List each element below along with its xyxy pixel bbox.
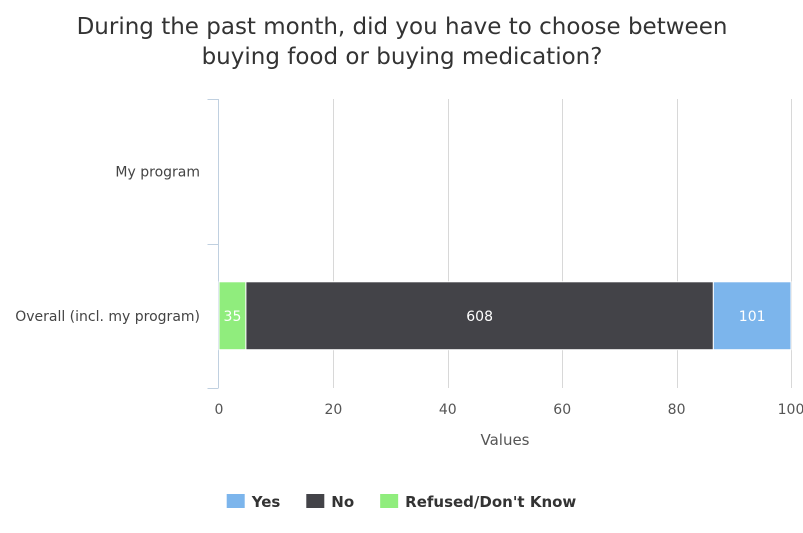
tick-label-2: 40 [439, 402, 457, 418]
chart-title-line-1: During the past month, did you have to c… [77, 14, 728, 40]
legend-label-1: No [331, 493, 354, 511]
data-label-1-0: 35 [224, 309, 242, 325]
tick-label-0: 0 [215, 402, 224, 418]
tick-label-1: 20 [324, 402, 342, 418]
legend-label-2: Refused/Don't Know [405, 493, 576, 511]
category-labels: My program Overall (incl. my program) [15, 164, 200, 325]
legend-swatch-1[interactable] [306, 494, 325, 508]
x-axis-title: Values [480, 431, 529, 449]
tick-label-3: 60 [553, 402, 571, 418]
legend: Yes No Refused/Don't Know [226, 493, 576, 511]
bar-series: 35 608 101 [218, 281, 792, 351]
legend-label-0: Yes [251, 493, 281, 511]
category-label-1: Overall (incl. my program) [15, 309, 200, 325]
chart-title: During the past month, did you have to c… [77, 14, 728, 70]
tick-label-4: 80 [668, 402, 686, 418]
bar-segment-1-1[interactable] [245, 281, 714, 351]
category-axis [207, 99, 219, 389]
legend-swatch-2[interactable] [380, 494, 399, 508]
legend-swatch-0[interactable] [226, 494, 245, 508]
chart-title-line-2: buying food or buying medication? [202, 44, 603, 70]
tick-label-5: 100 [778, 402, 803, 418]
category-label-0: My program [115, 164, 200, 180]
data-label-1-2: 101 [739, 309, 766, 325]
data-label-1-1: 608 [466, 309, 493, 325]
bar-segment-1-2[interactable] [712, 281, 792, 351]
value-axis-ticks: 0 20 40 60 80 100 [215, 402, 803, 418]
